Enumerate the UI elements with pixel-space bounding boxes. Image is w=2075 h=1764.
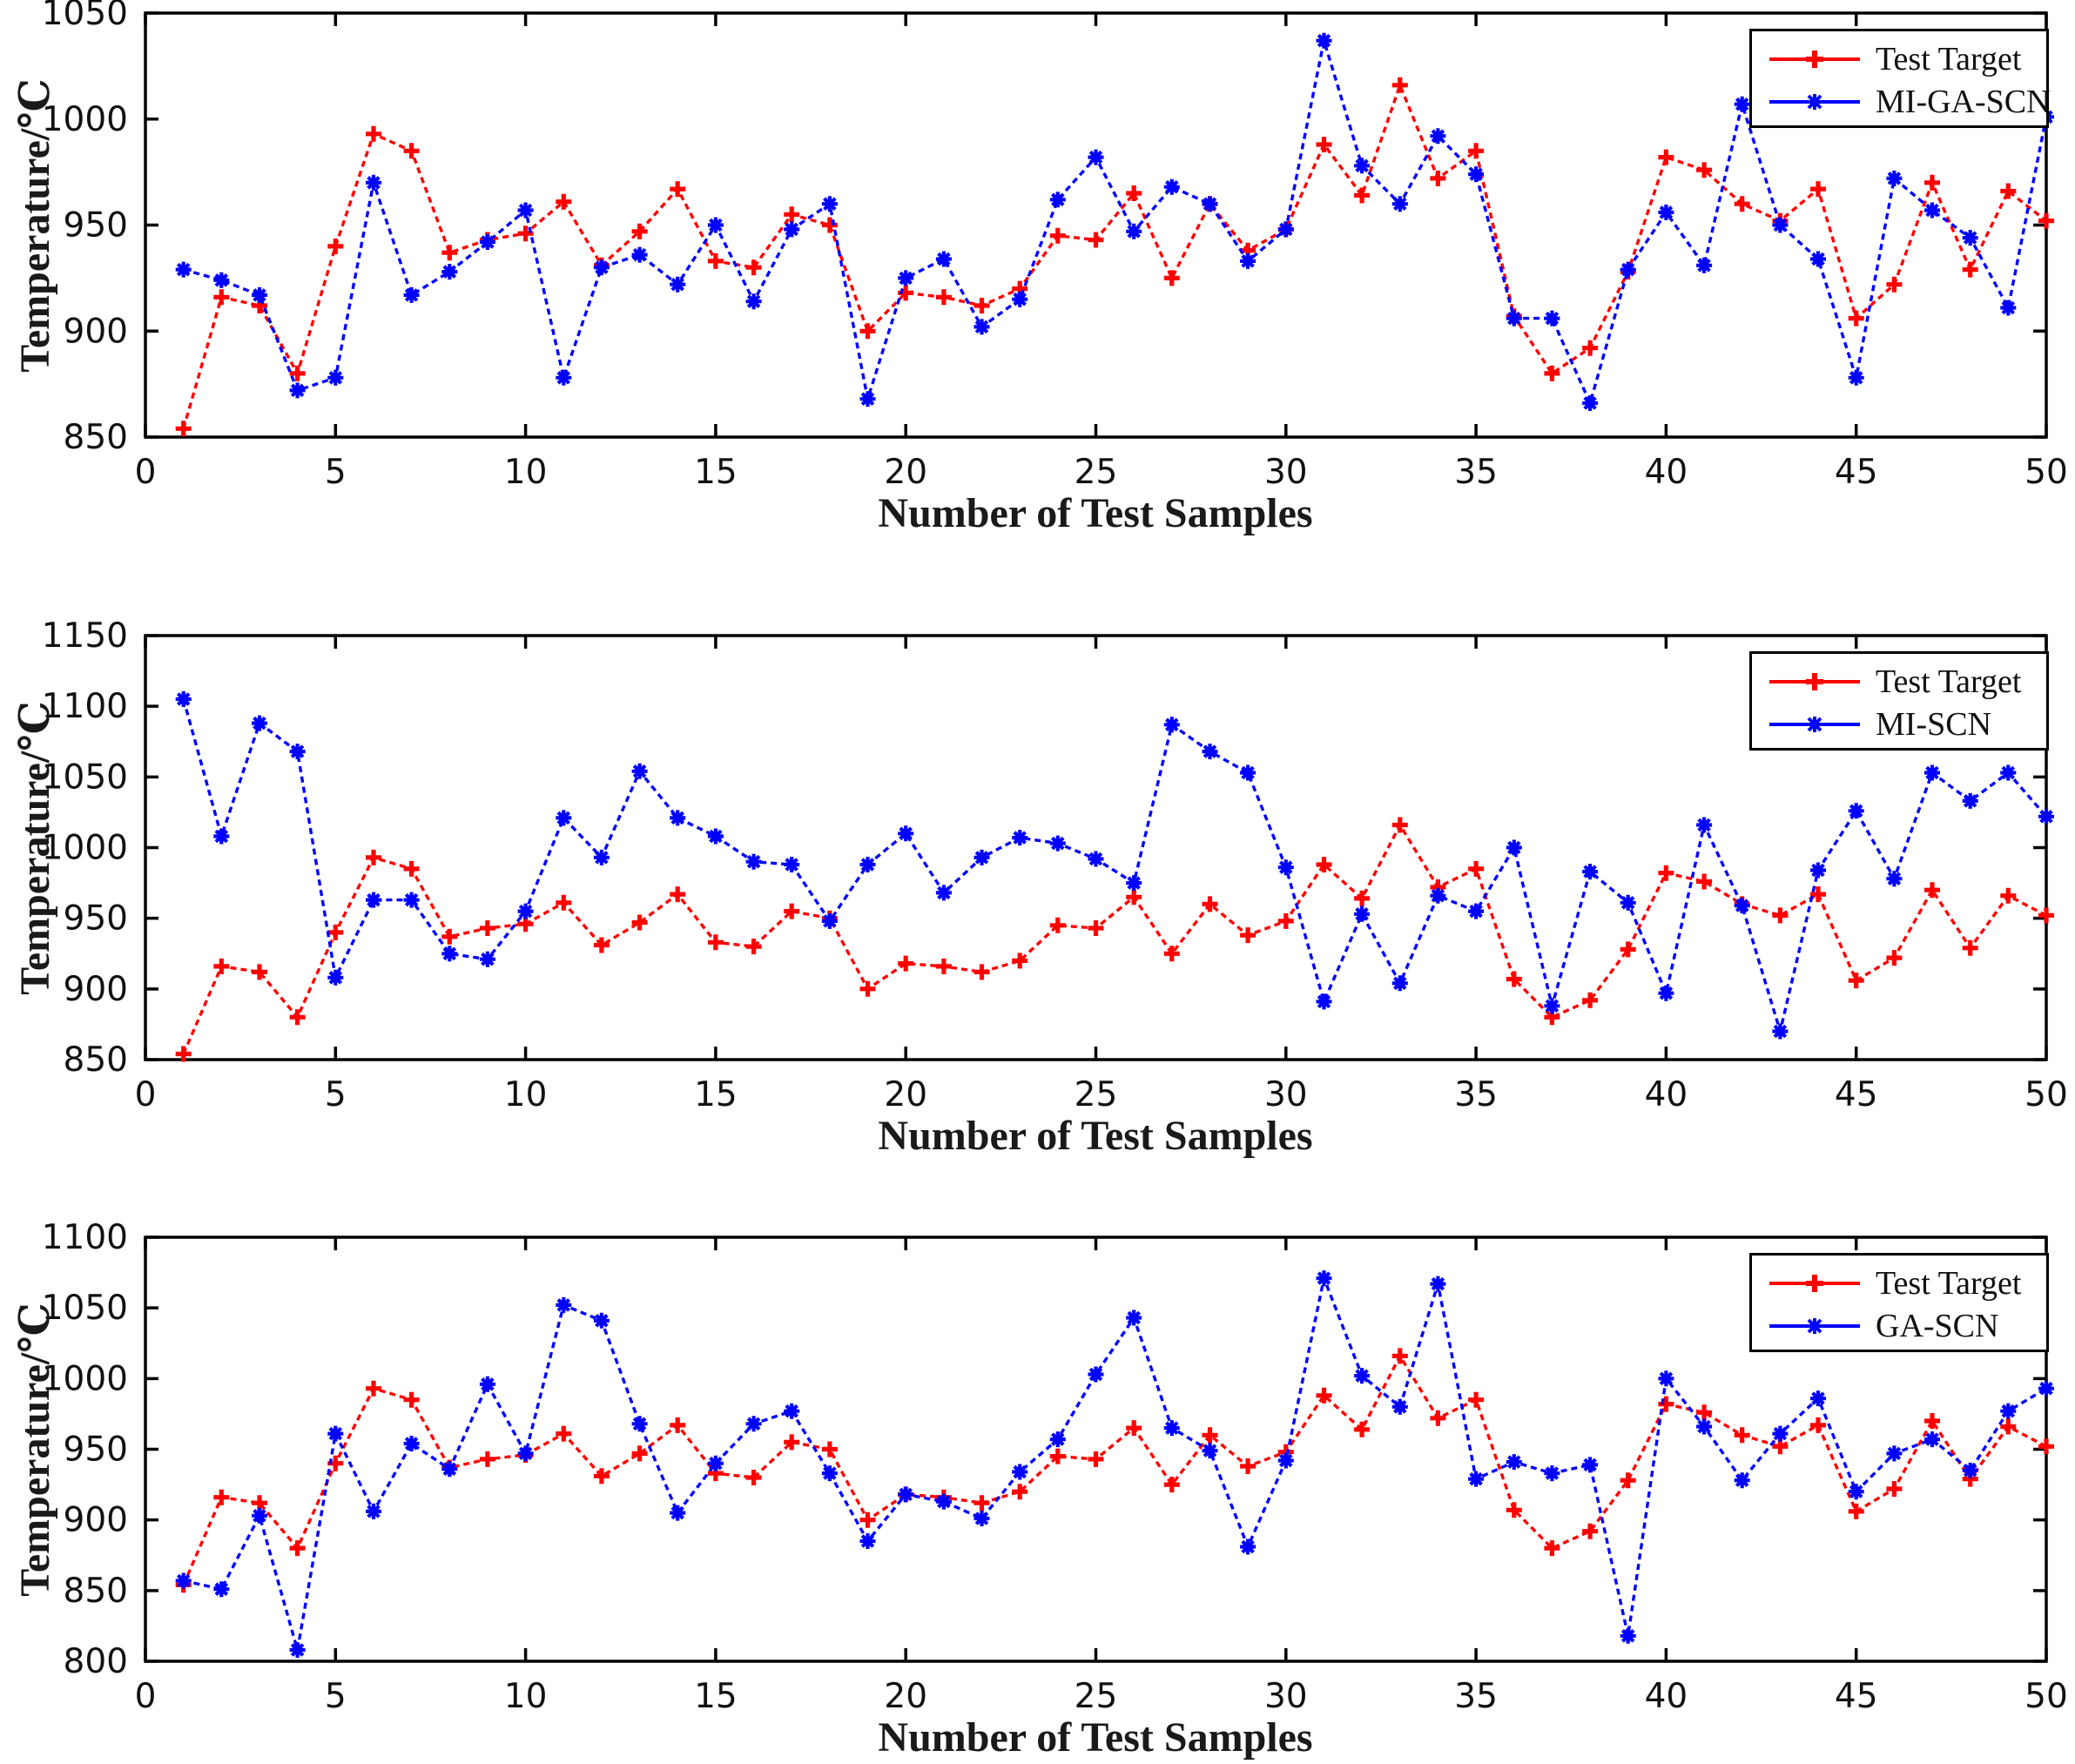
y-tick-label: 850 xyxy=(64,1572,128,1611)
plot-area-mi-ga-scn: 850 900 950 1000 1050 0 5 10 15 20 25 30 35 40 45 50 xyxy=(42,0,2068,492)
x-tick-label: 5 xyxy=(325,453,347,492)
x-tick-label: 35 xyxy=(1454,1075,1498,1114)
x-tick-label: 10 xyxy=(504,1677,548,1716)
x-tick-label: 15 xyxy=(694,453,738,492)
series-line-test-target xyxy=(182,80,2048,429)
x-tick-label: 45 xyxy=(1835,1677,1878,1716)
x-tick-label: 25 xyxy=(1075,453,1118,492)
x-tick-label: 30 xyxy=(1264,1677,1308,1716)
x-tick-label: 35 xyxy=(1454,1677,1498,1716)
x-tick-label: 50 xyxy=(2024,453,2068,492)
x-tick-label: 35 xyxy=(1454,453,1498,492)
legend-label-mi-scn: MI-SCN xyxy=(1876,705,1992,743)
x-tick-label: 45 xyxy=(1835,1075,1878,1114)
y-tick-label: 1050 xyxy=(42,1289,128,1328)
series-markers-mi-scn xyxy=(175,691,2054,1040)
legend-entry-test-target: Test Target xyxy=(1768,660,2046,703)
series-line-mi-scn xyxy=(182,698,2048,1038)
test-target-line-marker-icon xyxy=(1769,50,1860,68)
x-tick-label: 50 xyxy=(2024,1075,2068,1114)
series-line-mi-ga-scn xyxy=(183,40,2048,407)
x-tick-label: 25 xyxy=(1075,1677,1118,1716)
legend-label-ga-scn: GA-SCN xyxy=(1876,1307,1999,1344)
x-tick-label: 10 xyxy=(504,453,548,492)
x-tick-label: 40 xyxy=(1645,1075,1688,1114)
y-axis-label: Temperature/℃ xyxy=(12,700,58,995)
test-target-line-marker-icon xyxy=(1769,672,1860,690)
x-tick-label: 25 xyxy=(1075,1075,1118,1114)
x-tick-label: 5 xyxy=(325,1677,347,1716)
y-tick-label: 1000 xyxy=(42,1359,128,1398)
y-tick-label: 950 xyxy=(64,206,128,246)
ga-scn-line-marker-icon xyxy=(1769,1317,1860,1334)
x-tick-label: 30 xyxy=(1264,1075,1308,1114)
x-tick-label: 20 xyxy=(884,1075,927,1114)
y-tick-label: 1100 xyxy=(42,687,128,726)
x-tick-label: 40 xyxy=(1645,1677,1688,1716)
x-tick-label: 20 xyxy=(884,453,927,492)
y-axis-label: Temperature/℃ xyxy=(12,1302,58,1597)
series-markers-ga-scn xyxy=(175,1270,2054,1658)
legend-label-test-target: Test Target xyxy=(1876,40,2022,77)
axis-ticks xyxy=(144,634,2048,1061)
y-tick-label: 800 xyxy=(64,1642,128,1681)
x-tick-label: 40 xyxy=(1645,453,1688,492)
y-tick-label: 900 xyxy=(64,970,128,1009)
chart-panel-mi-ga-scn: 850 900 950 1000 1050 0 5 10 15 20 25 30 35 40 45 50 Te… xyxy=(0,0,2075,589)
legend-label-mi-ga-scn: MI-GA-SCN xyxy=(1876,83,2051,120)
legend-entry-ga-scn: GA-SCN xyxy=(1768,1304,2046,1347)
legend-entry-mi-ga-scn: MI-GA-SCN xyxy=(1768,80,2051,123)
x-tick-label: 10 xyxy=(504,1075,548,1114)
legend: Test Target MI-GA-SCN xyxy=(1749,29,2051,128)
x-axis-label: Number of Test Samples xyxy=(878,1714,1313,1761)
y-tick-label: 1000 xyxy=(42,100,128,139)
x-axis-label: Number of Test Samples xyxy=(878,490,1313,536)
test-target-line-marker-icon xyxy=(1769,1274,1860,1292)
axis-ticks xyxy=(144,1235,2048,1663)
legend-entry-mi-scn: MI-SCN xyxy=(1768,703,2046,745)
plot-area-ga-scn: 800 850 900 950 1000 1050 1100 0 5 10 15 20 25 30 35 40… xyxy=(42,1218,2068,1716)
y-tick-label: 950 xyxy=(64,1431,128,1470)
series-markers-mi-ga-scn xyxy=(175,32,2054,411)
series-markers-test-target xyxy=(175,817,2054,1062)
series-line-test-target xyxy=(182,1352,2047,1586)
y-tick-label: 1050 xyxy=(42,0,128,33)
y-tick-label: 850 xyxy=(64,1040,128,1080)
x-tick-label: 45 xyxy=(1835,453,1878,492)
chart-panel-ga-scn: 800 850 900 950 1000 1050 1100 0 5 10 15 20 25 30 35 40… xyxy=(0,1177,2075,1764)
legend-entry-test-target: Test Target xyxy=(1768,1262,2046,1304)
chart-panel-mi-scn: 850 900 950 1000 1050 1100 1150 0 5 10 15 20 25 30 35 4… xyxy=(0,589,2075,1177)
plot-area-mi-scn: 850 900 950 1000 1050 1100 1150 0 5 10 15 20 25 30 35 4… xyxy=(42,616,2068,1114)
x-axis-label: Number of Test Samples xyxy=(878,1113,1313,1159)
y-tick-label: 1100 xyxy=(42,1218,128,1257)
x-tick-label: 0 xyxy=(135,453,157,492)
x-tick-label: 15 xyxy=(694,1677,738,1716)
legend-label-test-target: Test Target xyxy=(1876,1264,2022,1302)
x-tick-label: 0 xyxy=(135,1075,157,1114)
y-tick-label: 1150 xyxy=(42,616,128,656)
y-tick-label: 900 xyxy=(64,312,128,351)
y-tick-label: 1050 xyxy=(42,757,128,797)
series-markers-test-target xyxy=(175,77,2054,437)
series-line-ga-scn xyxy=(183,1273,2047,1651)
mi-ga-scn-line-marker-icon xyxy=(1769,93,1860,110)
legend: Test Target GA-SCN xyxy=(1749,1253,2049,1352)
series-line-test-target xyxy=(182,822,2047,1055)
x-tick-label: 50 xyxy=(2024,1677,2068,1716)
x-tick-label: 30 xyxy=(1264,453,1308,492)
y-tick-label: 950 xyxy=(64,899,128,939)
x-tick-label: 0 xyxy=(135,1677,157,1716)
legend-entry-test-target: Test Target xyxy=(1768,37,2046,80)
x-tick-label: 15 xyxy=(694,1075,738,1114)
y-tick-label: 850 xyxy=(64,418,128,457)
y-axis-label: Temperature/℃ xyxy=(12,77,58,373)
mi-scn-line-marker-icon xyxy=(1769,716,1860,732)
x-tick-label: 5 xyxy=(325,1075,347,1114)
x-tick-label: 20 xyxy=(884,1677,927,1716)
y-tick-label: 900 xyxy=(64,1501,128,1540)
y-tick-label: 1000 xyxy=(42,829,128,868)
legend: Test Target MI-SCN xyxy=(1749,651,2049,751)
legend-label-test-target: Test Target xyxy=(1876,663,2022,700)
